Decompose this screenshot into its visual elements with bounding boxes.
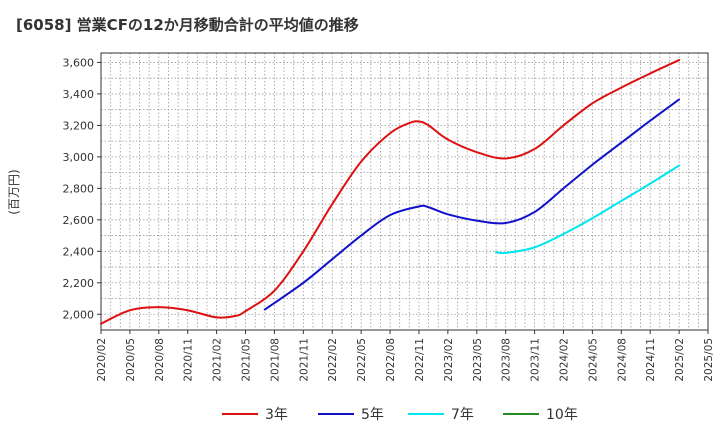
x-tick-label: 2022/08 [385,338,397,382]
x-tick-label: 2020/11 [183,338,195,382]
x-tick-label: 2020/08 [154,338,166,382]
x-tick-label: 2021/11 [298,338,310,382]
series-line-1 [100,59,681,325]
x-tick-label: 2025/02 [674,338,686,382]
legend-label: 10年 [546,407,578,423]
x-tick-label: 2025/05 [703,338,715,382]
x-tick-label: 2022/05 [356,338,368,382]
y-tick-label: 2,600 [63,214,95,227]
y-tick-label: 3,400 [63,88,95,101]
x-tick-label: 2024/02 [558,338,570,382]
y-axis-label: (百万円) [7,169,21,214]
y-axis-ticks: 2,000 2,200 2,400 2,600 2,800 3,000 3,200 3,400… [63,56,101,321]
x-tick-label: 2024/11 [645,338,657,382]
series-line-2 [263,98,681,311]
x-tick-label: 2024/08 [616,338,628,382]
y-tick-label: 3,000 [63,151,95,164]
chart-title: [6058] 営業CFの12か月移動合計の平均値の推移 [16,16,359,34]
x-tick-label: 2021/05 [241,338,253,382]
x-tick-label: 2020/02 [96,338,108,382]
y-tick-label: 3,200 [63,119,95,132]
x-tick-label: 2023/11 [530,338,542,382]
x-tick-label: 2021/08 [269,338,281,382]
y-tick-label: 2,200 [63,277,95,290]
x-axis-ticks: 2020/02 2020/05 2020/08 2020/11 2021/02 2021/… [96,330,715,382]
legend-label: 7年 [451,407,474,423]
x-tick-label: 2022/02 [327,338,339,382]
y-tick-label: 2,000 [63,308,95,321]
x-tick-label: 2020/05 [125,338,137,382]
legend: 3年 5年 7年 10年 [222,407,578,423]
series-lines [100,59,681,325]
y-tick-label: 3,600 [63,56,95,69]
x-tick-label: 2022/11 [414,338,426,382]
y-tick-label: 2,400 [63,245,95,258]
x-tick-label: 2023/08 [501,338,513,382]
x-tick-label: 2023/05 [472,338,484,382]
x-tick-label: 2023/02 [443,338,455,382]
plot-frame [100,52,709,331]
x-tick-label: 2021/02 [212,338,224,382]
x-tick-label: 2024/05 [587,338,599,382]
plot-background [101,53,708,330]
series-line-3 [495,164,681,255]
legend-label: 5年 [361,407,384,423]
y-tick-label: 2,800 [63,182,95,195]
legend-label: 3年 [265,407,288,423]
